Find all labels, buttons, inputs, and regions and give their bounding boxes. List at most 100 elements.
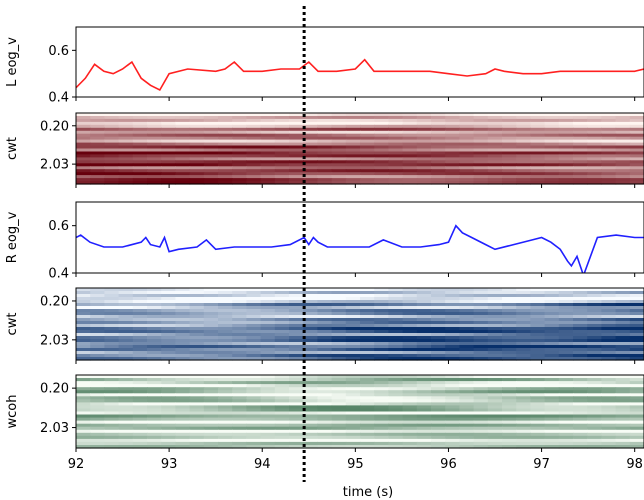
heatmap-cell — [587, 339, 602, 343]
heatmap-cell — [374, 124, 389, 129]
heatmap-cell — [544, 324, 560, 328]
heatmap-cell — [203, 303, 219, 307]
heatmap-cell — [289, 390, 304, 394]
heatmap-cell — [175, 445, 191, 449]
heatmap-cell — [147, 118, 162, 123]
heatmap-cell — [374, 160, 389, 164]
heatmap-cell — [118, 291, 134, 295]
heatmap-cell — [260, 178, 276, 182]
heatmap-cell — [573, 297, 588, 301]
heatmap-cell — [487, 288, 503, 292]
heatmap-cell — [90, 435, 105, 440]
heatmap-cell — [331, 396, 347, 400]
heatmap-cell — [76, 333, 91, 337]
heatmap-cell — [118, 408, 134, 413]
heatmap-cell — [260, 405, 276, 409]
heatmap-cell — [90, 420, 105, 425]
heatmap-cell — [473, 381, 489, 385]
heatmap-cell — [260, 339, 276, 343]
heatmap-cell — [558, 121, 574, 126]
heatmap-cell — [317, 426, 333, 431]
heatmap-cell — [317, 303, 333, 307]
heatmap-cell — [573, 411, 588, 416]
heatmap-cell — [189, 178, 205, 182]
heatmap-cell — [530, 339, 546, 343]
heatmap-cell — [274, 396, 290, 400]
heatmap-cell — [345, 390, 361, 394]
heatmap-cell — [303, 351, 318, 355]
heatmap-cell — [573, 420, 588, 425]
heatmap-cell — [416, 381, 432, 385]
heatmap-cell — [558, 300, 574, 304]
heatmap-cell — [445, 375, 460, 379]
heatmap-cell — [274, 113, 290, 117]
heatmap-cell — [431, 288, 446, 292]
heatmap-cell — [573, 145, 588, 150]
heatmap-cell — [76, 124, 91, 129]
heatmap-cell — [331, 145, 347, 150]
heatmap-cell — [530, 163, 546, 167]
heatmap-cell — [544, 345, 560, 349]
heatmap-cell — [601, 378, 617, 382]
heatmap-cell — [615, 445, 631, 449]
heatmap-cell — [76, 321, 91, 325]
heatmap-cell — [502, 288, 517, 292]
heatmap-cell — [587, 399, 602, 403]
heatmap-cell — [629, 178, 644, 182]
heatmap-cell — [232, 384, 247, 388]
heatmap-cell — [374, 423, 389, 428]
heatmap-cell — [274, 426, 290, 431]
heatmap-cell — [246, 113, 262, 117]
heatmap-cell — [289, 157, 304, 161]
heatmap-cell — [445, 336, 460, 340]
heatmap-cell — [161, 294, 176, 298]
heatmap-cell — [473, 306, 489, 310]
heatmap-cell — [416, 384, 432, 388]
heatmap-cell — [260, 330, 276, 334]
heatmap-cell — [445, 345, 460, 349]
heatmap-cell — [90, 330, 105, 334]
heatmap-cell — [90, 429, 105, 434]
heatmap-cell — [516, 312, 531, 316]
heatmap-cell — [232, 178, 247, 182]
heatmap-cell — [473, 348, 489, 352]
heatmap-cell — [345, 441, 361, 446]
heatmap-cell — [232, 145, 247, 150]
heatmap-cell — [274, 429, 290, 434]
heatmap-cell — [587, 133, 602, 138]
heatmap-cell — [530, 157, 546, 161]
heatmap-cell — [118, 133, 134, 138]
heatmap-cell — [573, 166, 588, 170]
heatmap-cell — [487, 172, 503, 176]
heatmap-cell — [530, 306, 546, 310]
heatmap-cell — [487, 327, 503, 331]
heatmap-cell — [573, 396, 588, 400]
heatmap-cell — [558, 157, 574, 161]
heatmap-cell — [516, 130, 531, 135]
heatmap-cell — [218, 378, 233, 382]
heatmap-cell — [459, 345, 475, 349]
heatmap-cell — [317, 445, 333, 449]
heatmap-cell — [402, 402, 418, 406]
heatmap-cell — [544, 157, 560, 161]
panel-frame — [75, 26, 644, 98]
heatmap-cell — [132, 300, 148, 304]
heatmap-cell — [388, 300, 404, 304]
heatmap-cell — [76, 133, 91, 138]
heatmap-cell — [431, 157, 446, 161]
heatmap-cell — [573, 175, 588, 179]
heatmap-cell — [90, 432, 105, 437]
heatmap-cell — [374, 288, 389, 292]
heatmap-cell — [232, 160, 247, 164]
heatmap-cell — [331, 157, 347, 161]
heatmap-cell — [629, 417, 644, 422]
heatmap-cell — [544, 169, 560, 173]
heatmap-cell — [104, 309, 120, 313]
heatmap-cell — [189, 445, 205, 449]
heatmap-cell — [516, 127, 531, 132]
heatmap-cell — [274, 116, 290, 120]
heatmap-cell — [587, 166, 602, 170]
heatmap-cell — [260, 151, 276, 156]
heatmap-cell — [487, 393, 503, 397]
heatmap-cell — [274, 411, 290, 416]
